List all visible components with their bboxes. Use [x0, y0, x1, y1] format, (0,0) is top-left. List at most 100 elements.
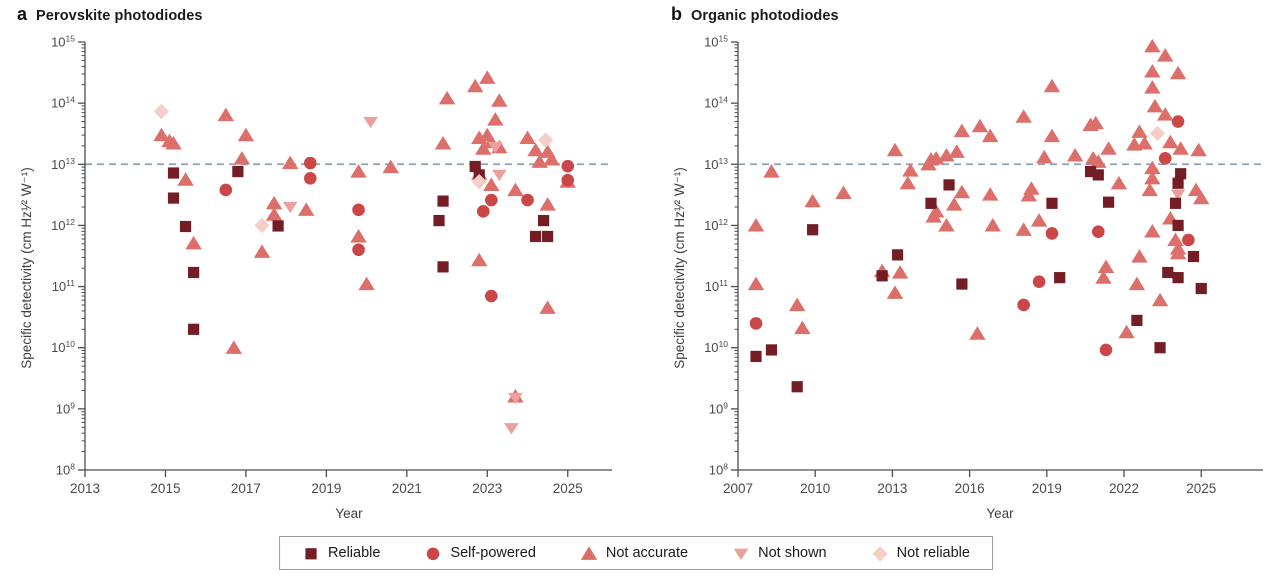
not_accurate-point [1172, 141, 1189, 155]
not_accurate-point [1144, 170, 1161, 185]
x-tick-label: 2023 [472, 481, 502, 496]
reliable-point [956, 278, 968, 290]
not_accurate-point [153, 127, 170, 142]
self_powered-point [749, 317, 763, 330]
diamond-icon-glyph [871, 545, 888, 561]
reliable-point [469, 160, 481, 173]
not_accurate-point [479, 70, 496, 84]
not_accurate-point [747, 218, 765, 232]
not_accurate-point [1100, 141, 1117, 155]
reliable-point [1092, 169, 1104, 181]
reliable-point [433, 214, 445, 227]
self_powered-point [485, 193, 498, 207]
series-not_shown [1170, 189, 1186, 201]
reliable-point [167, 192, 180, 204]
reliable-point [765, 344, 778, 356]
self_powered-point [352, 243, 365, 257]
y-tick-label: 1012 [704, 217, 728, 233]
series-not_accurate [747, 38, 1210, 340]
not_accurate-point [927, 203, 945, 218]
not_accurate-point [1097, 259, 1115, 273]
not_accurate-point [763, 164, 780, 178]
not_accurate-point [1110, 175, 1128, 190]
not_accurate-point [1144, 223, 1161, 238]
y-tick-label: 1011 [705, 278, 729, 294]
not_accurate-point [788, 297, 806, 312]
not_accurate-point [969, 326, 986, 340]
not_accurate-point [1151, 292, 1169, 307]
self_powered-point [1171, 115, 1185, 128]
not_accurate-point [350, 229, 367, 243]
not_accurate-point [507, 182, 524, 197]
not_accurate-point [948, 144, 965, 158]
series-self_powered [219, 156, 575, 303]
not_shown-point [487, 142, 503, 154]
not_accurate-point [298, 202, 315, 216]
not_accurate-point [794, 320, 811, 335]
self_powered-point [1017, 298, 1030, 312]
not_accurate-point [350, 164, 367, 178]
square-icon-glyph [305, 547, 317, 559]
self_powered-point [1099, 343, 1113, 357]
not_accurate-point [253, 244, 271, 258]
not_reliable-point [153, 103, 170, 120]
reliable-point [925, 197, 937, 209]
x-tick-label: 2010 [800, 481, 830, 496]
legend-item-self-powered: Self-powered [424, 545, 536, 562]
x-tick-label: 2017 [231, 481, 261, 496]
not_shown-point [363, 116, 379, 129]
not_accurate-point [953, 123, 971, 138]
panel-a-header: a Perovskite photodiodes [17, 4, 203, 25]
self_powered-point [561, 159, 575, 173]
x-tick-label: 2025 [553, 481, 583, 496]
x-tick-label: 2013 [70, 481, 100, 496]
not_accurate-point [1118, 324, 1135, 339]
self_powered-point [561, 173, 575, 187]
not_accurate-point [543, 152, 560, 166]
reliable-point [1154, 342, 1166, 354]
reliable-point [891, 249, 904, 261]
legend-label: Not reliable [896, 545, 970, 561]
not_accurate-point [467, 78, 484, 93]
legend-label: Self-powered [450, 545, 536, 561]
not_accurate-point [1030, 213, 1048, 227]
not_accurate-point [902, 163, 919, 177]
series-not_accurate [153, 70, 576, 403]
legend-item-not-reliable: Not reliable [871, 545, 970, 562]
self_powered-point [1032, 275, 1046, 289]
y-tick-label: 1013 [51, 156, 75, 172]
reliable-point [791, 381, 803, 393]
reliable-point [943, 179, 955, 191]
y-tick-label: 1014 [704, 95, 728, 111]
x-tick-label: 2019 [1032, 481, 1062, 496]
not_accurate-point [804, 193, 821, 208]
not_accurate-point [1131, 124, 1148, 138]
panel-a-plot: 108 109 1010 1011 1012 1013 1014 1015 2013 2015 20… [51, 34, 612, 496]
series-reliable [750, 165, 1207, 393]
not_accurate-point [1136, 135, 1153, 150]
x-tick-label: 2019 [311, 481, 341, 496]
not_accurate-point [1169, 65, 1187, 80]
series-not_reliable [1149, 125, 1166, 142]
panel-a-letter: a [17, 4, 28, 24]
not_accurate-point [1131, 249, 1148, 263]
reliable-point [1046, 197, 1058, 209]
not_accurate-point [539, 300, 556, 314]
y-tick-label: 1014 [51, 95, 75, 111]
not_accurate-point [1015, 109, 1032, 123]
triangle-down-icon [733, 548, 749, 560]
reliable-point [1172, 272, 1184, 284]
legend-item-not-shown: Not shown [732, 545, 827, 562]
not_accurate-point [835, 185, 852, 200]
not_accurate-point [1015, 222, 1032, 236]
y-tick-label: 1013 [704, 156, 728, 172]
y-tick-label: 108 [709, 462, 728, 478]
series-not_shown [282, 116, 523, 435]
reliable-point [437, 261, 449, 273]
reliable-point [750, 350, 762, 363]
x-tick-label: 2013 [877, 481, 907, 496]
reliable-point [1169, 197, 1182, 209]
reliable-point [807, 224, 819, 236]
circle-icon-glyph [427, 547, 440, 560]
not_accurate-point [1095, 270, 1112, 284]
